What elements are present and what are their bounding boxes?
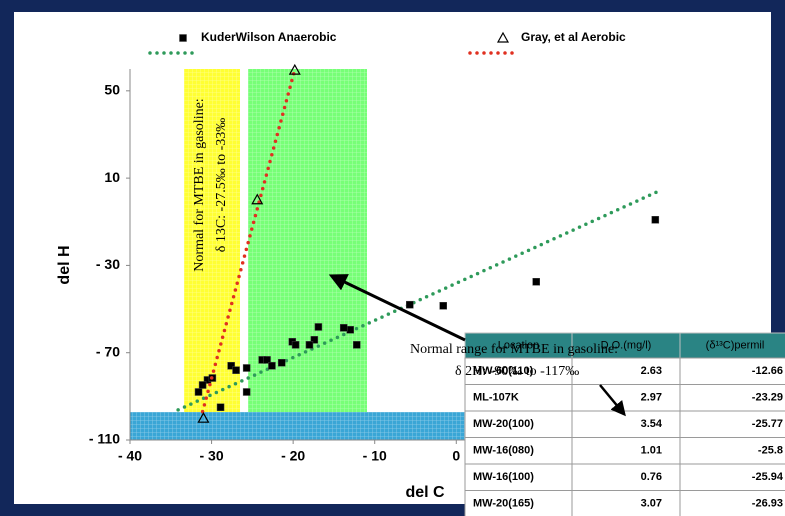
x-axis-title: del C (405, 484, 445, 501)
cell (679, 384, 785, 412)
y-tick-label: - 110 (89, 431, 120, 447)
cell (679, 437, 785, 465)
point (197, 411, 210, 423)
cell-text: MW-16(100) (473, 471, 534, 483)
annotation: Normal range for MTBE in gasoline: (410, 342, 618, 357)
cell-text: ML-107K (473, 392, 519, 404)
annotation: δ 2H: -90‰ to -117‰ (455, 364, 579, 379)
cell (679, 357, 785, 385)
cell (679, 490, 785, 516)
cell-text: -23.29 (752, 392, 783, 404)
point (194, 388, 203, 396)
cell (571, 384, 681, 412)
point (242, 388, 251, 396)
header-text: Location (498, 339, 540, 351)
point (439, 302, 447, 310)
point (339, 324, 348, 332)
y-tick-label: - 70 (96, 343, 120, 359)
y-axis-title: del H (56, 245, 73, 284)
cell-text: 3.07 (641, 498, 662, 510)
y-tick-label: 50 (104, 82, 120, 98)
annotation: Normal for MTBE in gasoline: (192, 98, 207, 271)
point (251, 193, 264, 205)
cell-text: 2.97 (641, 392, 662, 404)
arrow (328, 274, 466, 342)
cell-text: MW-16(080) (473, 445, 534, 457)
header-text: D.O.(mg/l) (601, 339, 652, 351)
y-tick-label: 10 (104, 169, 120, 185)
y-tick-label: - 30 (96, 256, 120, 272)
arrow (599, 384, 626, 417)
x-tick-label: - 20 (281, 448, 305, 464)
point (268, 362, 276, 370)
trend-line (176, 187, 664, 412)
cell-text: -25.94 (752, 471, 784, 483)
x-tick-label: - 30 (200, 448, 224, 464)
point (651, 216, 660, 224)
point (406, 300, 414, 309)
cell (571, 437, 681, 465)
bands (130, 69, 785, 440)
cell-text: -12.66 (752, 365, 783, 377)
cell (464, 437, 573, 465)
point (532, 278, 540, 286)
table: Location D.O.(mg/l) (δ¹³C)permil MW-60(110)… (464, 332, 785, 516)
legend-marker (179, 34, 187, 42)
cell-text: -26.93 (752, 498, 783, 510)
point (291, 341, 300, 349)
cell-text: 2.63 (641, 365, 662, 377)
cell (571, 463, 681, 491)
point (227, 362, 235, 370)
x-tick-label: - 40 (118, 448, 142, 464)
cell (571, 357, 681, 385)
x-tick-label: - 10 (363, 448, 387, 464)
header-cell (679, 332, 785, 359)
trend-line (200, 67, 297, 414)
point (305, 341, 314, 349)
cell (679, 410, 785, 438)
point (232, 366, 240, 374)
legend-marker (496, 31, 510, 43)
cell-text: 0.76 (641, 471, 662, 483)
point (288, 63, 301, 75)
point (277, 358, 286, 367)
header-text: (δ¹³C)permil (706, 339, 765, 351)
cell-text: 1.01 (641, 445, 662, 457)
cell (571, 410, 681, 438)
point (242, 364, 251, 372)
point (353, 341, 361, 349)
legend-label: KuderWilson Anaerobic (201, 30, 337, 44)
cell-text: -25.8 (758, 445, 783, 457)
point (314, 323, 323, 331)
point (346, 326, 354, 334)
cell-text: MW-20(165) (473, 498, 534, 510)
cell (571, 490, 681, 516)
legend-label: Gray, et al Aerobic (521, 30, 626, 44)
cell-text: 3.54 (641, 418, 663, 430)
cell (464, 384, 573, 412)
x-tick-label: 0 (452, 448, 460, 464)
cell-text: MW-20(100) (473, 418, 534, 430)
point (198, 381, 207, 389)
point (216, 403, 225, 412)
band-texture (248, 69, 367, 440)
cell-text: -25.77 (752, 418, 783, 430)
plot: - 40 - 30 - 20 - 10 0 50 10 - 30 - 70 - 110 KuderW… (89, 30, 664, 464)
point (263, 356, 271, 364)
point (310, 336, 319, 344)
annotation: δ 13C: -27.5‰ to -33‰ (214, 118, 229, 253)
cell-text: MW-60(110) (473, 365, 534, 377)
